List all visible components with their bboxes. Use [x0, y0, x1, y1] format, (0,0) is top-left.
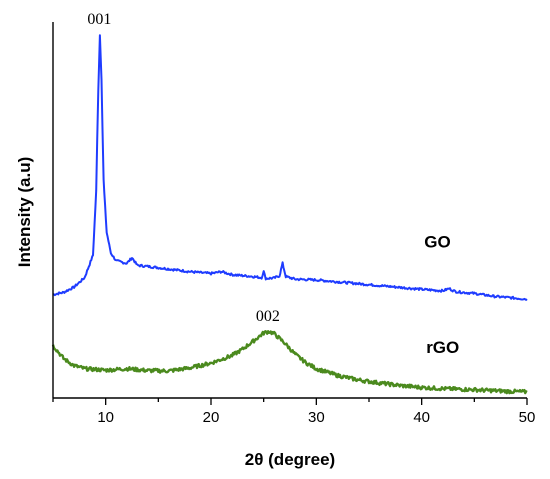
axes: 10 20 30 40 50 — [52, 22, 536, 426]
x-tick-label: 50 — [519, 409, 536, 426]
series-line-go — [52, 34, 528, 301]
labels: 2θ (degree) Intensity (a.u) 001 002 GO rGO — [15, 11, 459, 469]
series-label-go: GO — [424, 233, 450, 252]
x-tick-label: 40 — [413, 409, 430, 426]
x-tick-label: 30 — [308, 409, 325, 426]
x-tick-label: 10 — [97, 409, 114, 426]
x-tick-label: 20 — [203, 409, 220, 426]
series-line-rgo — [51, 330, 528, 395]
plot-area — [51, 34, 528, 395]
peak-annotation: 002 — [256, 308, 280, 325]
series-label-rgo: rGO — [426, 338, 459, 357]
y-axis-label: Intensity (a.u) — [15, 157, 34, 268]
x-axis-label: 2θ (degree) — [245, 450, 335, 469]
peak-annotation: 001 — [87, 11, 111, 28]
